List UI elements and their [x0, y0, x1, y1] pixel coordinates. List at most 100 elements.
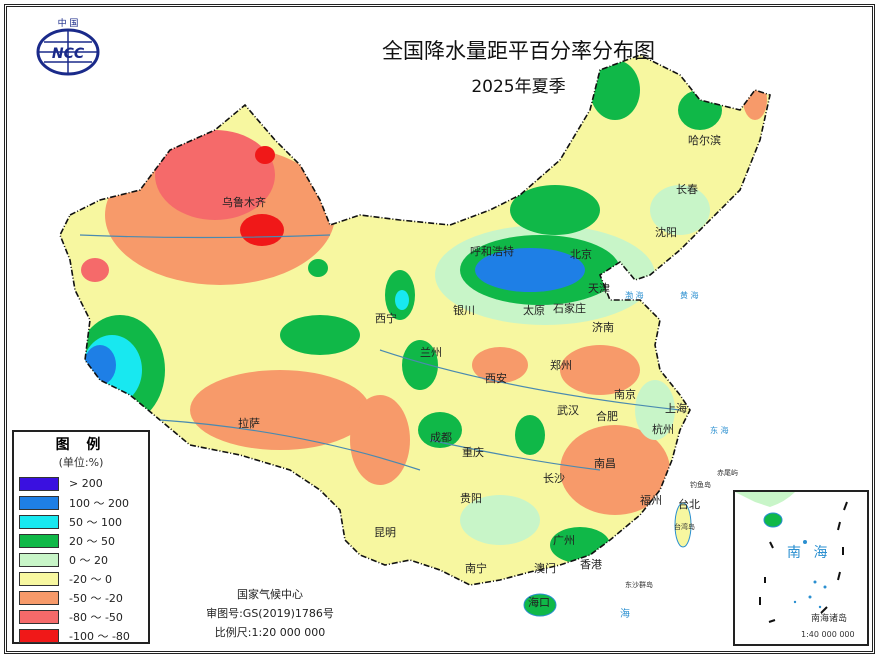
legend-label: 20 ～ 50	[69, 534, 115, 548]
city-label: 西安	[485, 372, 507, 385]
rivers	[79, 234, 681, 471]
region-slightly-wet	[650, 185, 710, 235]
sea-label-bohai: 渤 海	[625, 291, 644, 300]
city-label: 呼和浩特	[470, 245, 514, 258]
city-label: 太原	[523, 304, 545, 317]
legend-swatch	[19, 590, 59, 605]
credits: 国家气候中心 审图号:GS(2019)1786号 比例尺:1:20 000 00…	[180, 585, 360, 642]
city-label: 台北	[678, 498, 700, 511]
legend-item: -50 ～ -20	[14, 588, 148, 607]
legend-item: 20 ～ 50	[14, 531, 148, 550]
legend-label: 50 ～ 100	[69, 515, 122, 529]
legend-item: 0 ～ 20	[14, 550, 148, 569]
city-label: 合肥	[596, 410, 618, 423]
city-label: 重庆	[462, 446, 484, 459]
city-label: 武汉	[557, 404, 579, 417]
legend-item: 100 ～ 200	[14, 493, 148, 512]
island-label-chiwei: 赤尾屿	[717, 469, 738, 477]
legend-item: -80 ～ -50	[14, 607, 148, 626]
legend-swatch	[19, 552, 59, 567]
inset-scale: 1:40 000 000	[801, 630, 855, 639]
legend-swatch	[19, 571, 59, 586]
city-label: 拉萨	[238, 417, 260, 430]
region-dry	[472, 347, 528, 383]
region-slightly-wet	[635, 380, 675, 440]
city-label: 西宁	[375, 312, 397, 325]
city-label: 银川	[453, 304, 475, 317]
city-label: 沈阳	[655, 226, 677, 239]
legend-label: > 200	[69, 477, 103, 490]
city-label: 成都	[430, 431, 452, 444]
inset-label: 南海诸岛	[811, 614, 848, 624]
credit-org: 国家气候中心	[237, 588, 303, 601]
legend-label: -100 ～ -80	[69, 629, 130, 643]
legend-label: -20 ～ 0	[69, 572, 112, 586]
city-label: 南昌	[594, 457, 616, 470]
legend-item: -20 ～ 0	[14, 569, 148, 588]
region-very-dry	[81, 258, 109, 282]
region-slightly-wet	[460, 495, 540, 545]
sea-label-nanhai: 海	[620, 609, 630, 620]
island-label-diaoyu: 钓鱼岛	[690, 481, 711, 489]
island-label-dongsha: 东沙群岛	[625, 581, 653, 589]
region-dry-tibet	[190, 370, 370, 450]
legend-label: -50 ～ -20	[69, 591, 123, 605]
city-label: 昆明	[374, 526, 396, 539]
legend-swatch	[19, 609, 59, 624]
svg-text:中 国: 中 国	[58, 17, 79, 29]
region-dry-south	[560, 425, 670, 515]
region-wet	[402, 340, 438, 390]
city-label: 香港	[580, 558, 602, 571]
sea-label-huanghai: 黄 海	[680, 291, 699, 300]
city-label: 上海	[665, 402, 687, 415]
city-label: 长沙	[543, 472, 565, 485]
region-dry	[560, 345, 640, 395]
credit-scale: 比例尺:1:20 000 000	[214, 626, 326, 639]
region-extreme-dry	[255, 146, 275, 164]
city-label: 南京	[614, 388, 636, 401]
inset-sea-label: 南 海	[787, 545, 832, 561]
legend-unit: (单位:%)	[58, 456, 104, 469]
city-label: 郑州	[550, 359, 572, 372]
city-label: 南宁	[465, 562, 487, 575]
city-label: 福州	[640, 494, 662, 507]
city-label: 海口	[528, 596, 550, 609]
legend-swatch	[19, 495, 59, 510]
region-very-wet	[395, 290, 409, 310]
taiwan-island	[674, 502, 692, 548]
region-wet-sichuan	[418, 412, 462, 448]
ncc-logo: NCC 中 国	[36, 17, 100, 76]
hainan-island	[523, 593, 557, 617]
map-subtitle: 2025年夏季	[471, 77, 566, 97]
city-label: 乌鲁木齐	[222, 196, 266, 209]
region-wet	[510, 185, 600, 235]
legend-label: 100 ～ 200	[69, 496, 129, 510]
region-extreme-wet-north	[475, 248, 585, 292]
legend-swatch	[19, 514, 59, 529]
city-label: 石家庄	[553, 302, 586, 315]
city-label: 北京	[570, 248, 592, 261]
region-wet-northeast	[590, 60, 640, 120]
legend-label: 0 ～ 20	[69, 553, 108, 567]
legend-swatch	[19, 476, 59, 491]
city-label: 天津	[588, 282, 610, 295]
legend-label: -80 ～ -50	[69, 610, 123, 624]
map-title: 全国降水量距平百分率分布图	[382, 39, 655, 63]
region-very-dry-north-xinjiang	[155, 130, 275, 220]
frame-border	[4, 4, 875, 654]
island-label-taiwan: 台湾岛	[674, 523, 695, 531]
city-label: 哈尔滨	[688, 134, 721, 147]
legend-title: 图 例	[55, 437, 107, 453]
sea-label-donghai: 东 海	[710, 426, 729, 435]
legend: 图 例 (单位:%) > 200 100 ～ 200 50 ～ 100 20 ～ 50…	[12, 430, 150, 644]
city-label: 兰州	[420, 346, 442, 359]
region-wet	[280, 315, 360, 355]
city-label: 澳门	[534, 562, 556, 575]
city-label: 广州	[553, 534, 575, 547]
region-wet	[515, 415, 545, 455]
national-border	[59, 54, 771, 586]
region-extreme-dry	[240, 214, 284, 246]
legend-item: 50 ～ 100	[14, 512, 148, 531]
legend-swatch	[19, 533, 59, 548]
